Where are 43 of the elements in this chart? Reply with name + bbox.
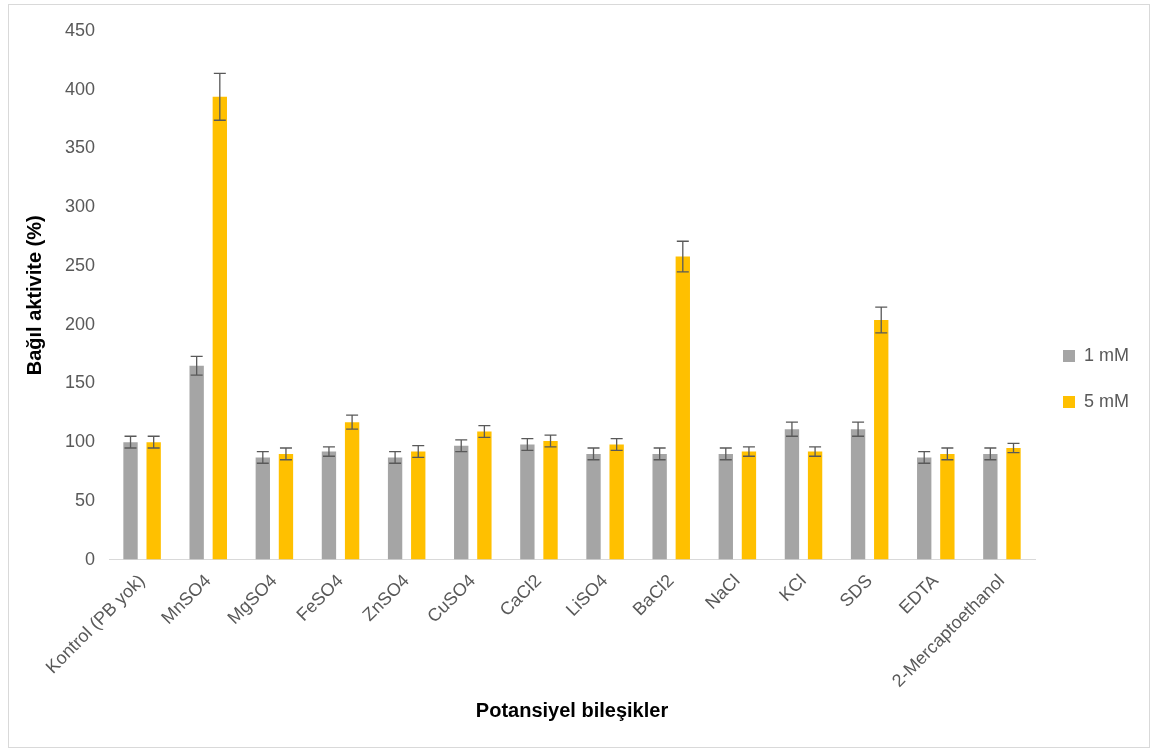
y-tick-label: 250 xyxy=(64,254,96,275)
x-axis-title: Potansiyel bileşikler xyxy=(475,698,669,721)
bar xyxy=(543,440,558,560)
y-tick-label: 450 xyxy=(64,19,96,40)
bar xyxy=(454,445,469,560)
bar xyxy=(477,431,492,560)
y-tick-label: 50 xyxy=(75,489,96,510)
bar xyxy=(784,429,800,560)
bar xyxy=(212,96,227,560)
x-tick-label: KCl xyxy=(775,570,810,606)
bar xyxy=(917,457,932,560)
y-tick-label: 100 xyxy=(64,431,96,452)
bar xyxy=(874,319,889,560)
bar xyxy=(123,442,138,560)
bar xyxy=(586,453,601,560)
bar xyxy=(940,453,955,560)
bar xyxy=(1006,448,1021,560)
bar xyxy=(255,457,270,560)
bar xyxy=(718,453,733,560)
y-tick-label: 200 xyxy=(64,313,96,334)
bar xyxy=(321,451,337,560)
legend-label: 1 mM xyxy=(1084,344,1129,365)
y-tick-label: 150 xyxy=(64,372,96,393)
bar xyxy=(344,422,360,560)
bar xyxy=(520,444,535,560)
bar xyxy=(983,453,998,560)
y-tick-label: 0 xyxy=(85,548,96,569)
bar xyxy=(652,453,667,560)
y-tick-label: 300 xyxy=(64,196,96,217)
bar xyxy=(387,457,403,560)
bar xyxy=(741,451,757,560)
y-axis-title: Bağıl aktivite (%) xyxy=(22,215,45,376)
bar xyxy=(278,453,294,560)
y-tick-label: 400 xyxy=(64,78,96,99)
y-tick-label: 350 xyxy=(64,137,96,158)
bar xyxy=(146,442,161,560)
bar xyxy=(850,429,866,560)
bar xyxy=(807,451,823,560)
bar xyxy=(675,256,690,560)
bar xyxy=(189,365,204,560)
bar xyxy=(609,444,624,560)
bar xyxy=(411,451,426,560)
legend-label: 5 mM xyxy=(1084,390,1129,411)
